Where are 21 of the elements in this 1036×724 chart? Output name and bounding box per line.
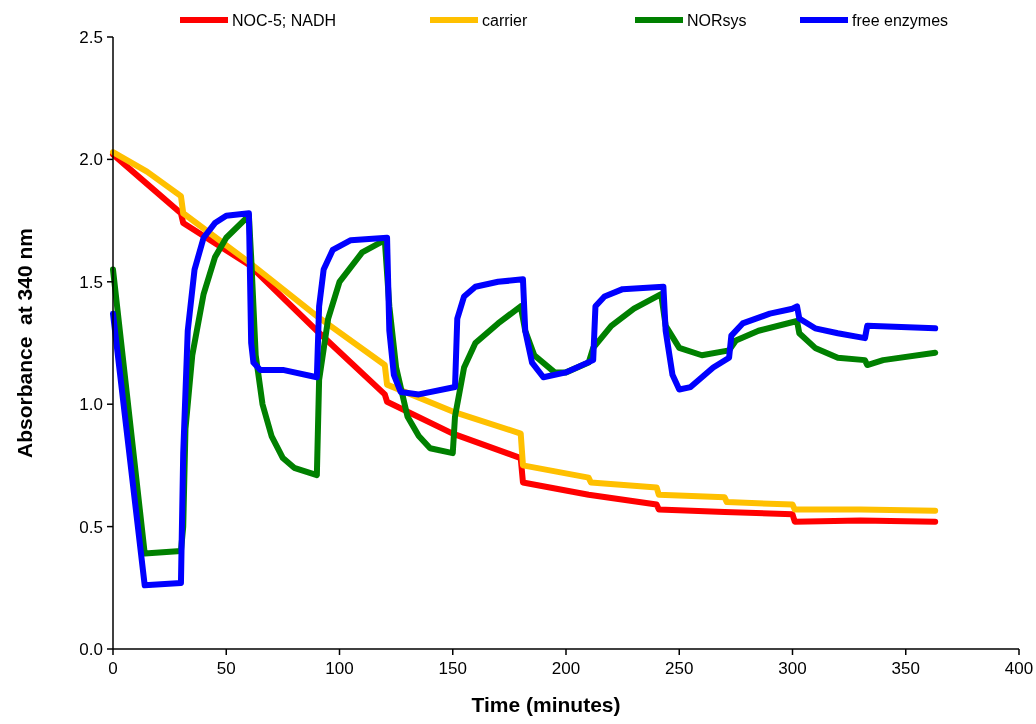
y-axis-title: Absorbance at 340 nm — [13, 228, 36, 458]
x-tick-label: 200 — [551, 659, 581, 678]
y-tick-label: 2.5 — [79, 27, 103, 47]
x-tick-label: 300 — [778, 659, 807, 678]
x-tick-label: 50 — [216, 659, 236, 678]
legend-label: NORsys — [687, 11, 747, 29]
legend-label: free enzymes — [852, 11, 949, 29]
y-tick-label: 1.5 — [79, 272, 103, 292]
y-tick-label: 2.0 — [79, 150, 103, 170]
legend-label: carrier — [482, 11, 529, 29]
legend-label: NOC-5; NADH — [232, 11, 337, 29]
x-tick-label: 400 — [1004, 659, 1034, 678]
x-tick-label: 250 — [665, 659, 694, 678]
y-tick-label: 1.0 — [79, 395, 103, 415]
x-axis-title: Time (minutes) — [471, 693, 621, 716]
x-tick-label: 100 — [325, 659, 354, 678]
x-tick-label: 0 — [108, 659, 118, 678]
y-tick-label: 0.0 — [79, 639, 103, 659]
x-tick-label: 150 — [438, 659, 467, 678]
x-tick-label: 350 — [891, 659, 920, 678]
y-tick-label: 0.5 — [79, 517, 103, 537]
